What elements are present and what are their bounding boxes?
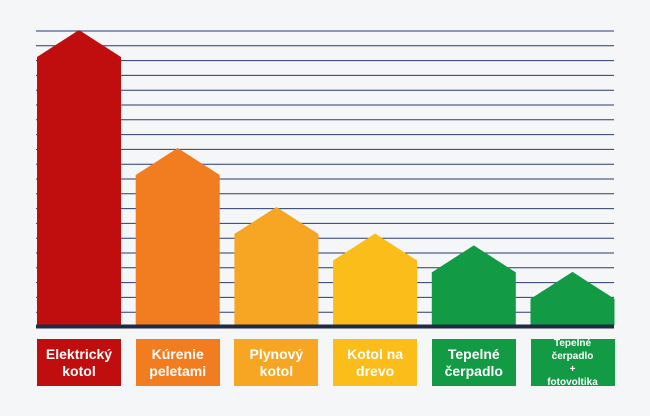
bar xyxy=(234,207,319,325)
bar xyxy=(37,30,121,325)
category-label: Plynový kotol xyxy=(234,339,319,386)
category-label: Kotol na drevo xyxy=(333,339,418,386)
bars xyxy=(37,30,615,325)
category-label: Kúrenie peletami xyxy=(135,339,220,386)
bar xyxy=(530,271,615,325)
category-label: Tepelné čerpadlo xyxy=(431,339,516,386)
category-label: Elektrický kotol xyxy=(37,339,121,386)
bar xyxy=(135,148,220,325)
bar xyxy=(333,233,418,325)
gridlines xyxy=(36,30,614,313)
bar xyxy=(431,245,516,325)
category-label: Tepelné čerpadlo + fotovoltika xyxy=(530,338,615,388)
